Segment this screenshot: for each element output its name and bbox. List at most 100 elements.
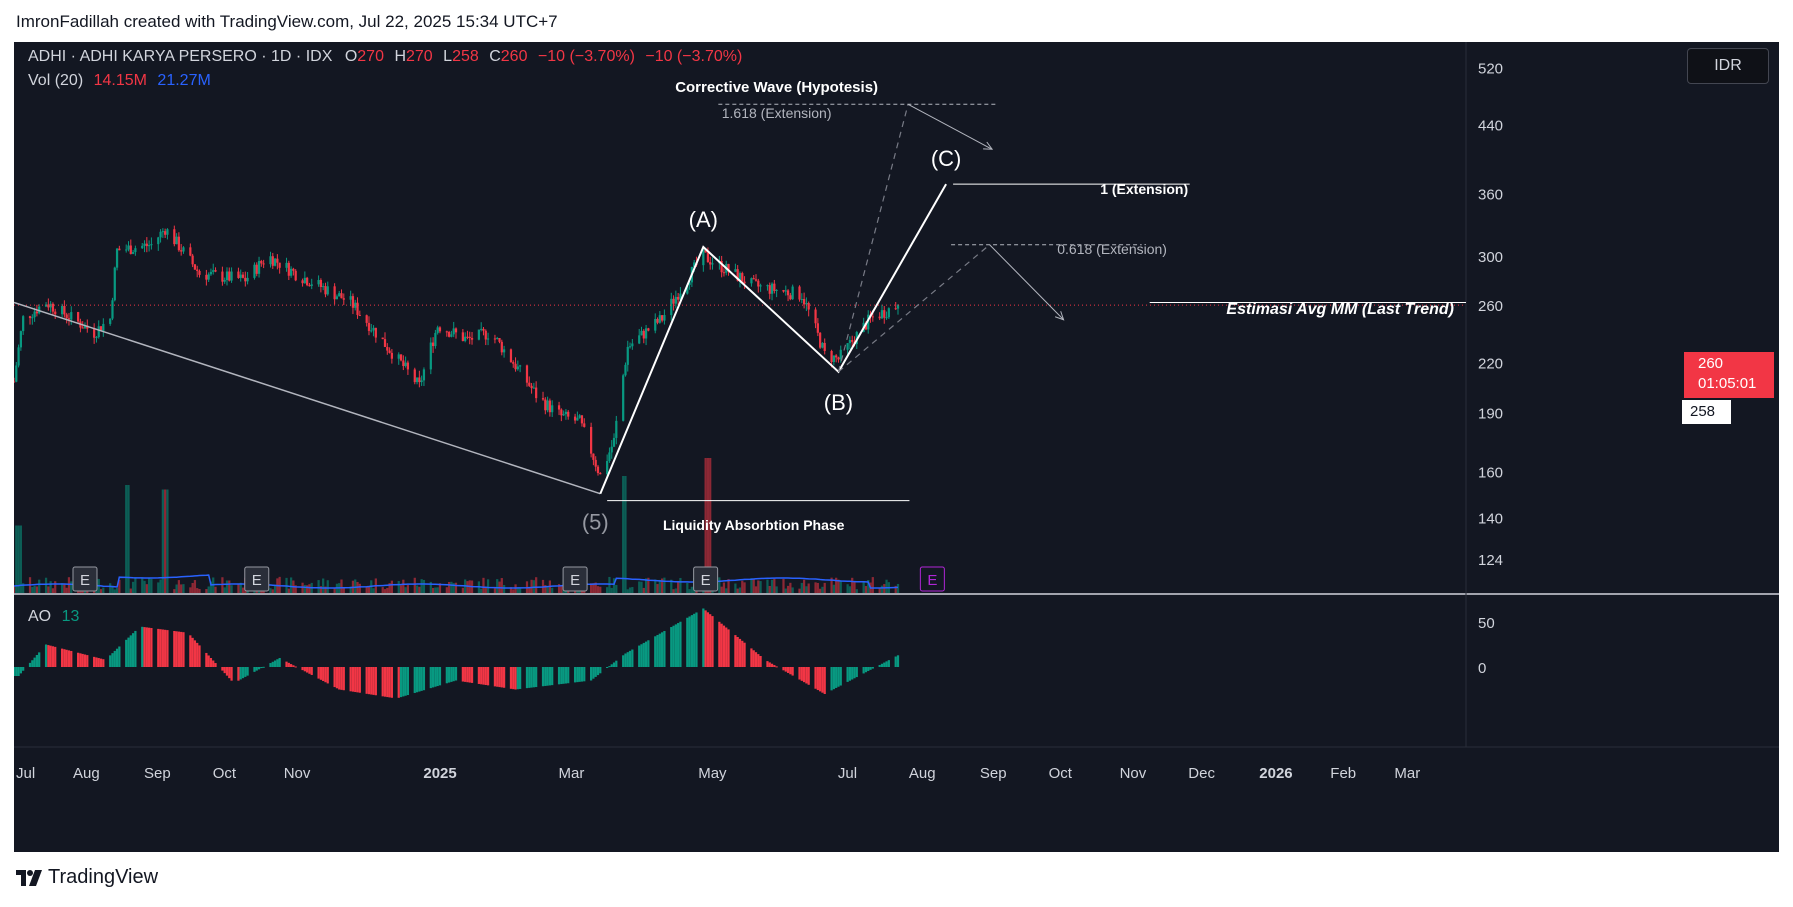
volume-bar bbox=[800, 582, 803, 593]
ao-bar bbox=[157, 628, 160, 667]
volume-bar bbox=[134, 577, 137, 593]
volume-bar bbox=[628, 587, 632, 593]
x-tick-label: Jul bbox=[838, 765, 857, 782]
ao-bar bbox=[867, 667, 870, 672]
volume-label[interactable]: Vol (20) bbox=[28, 72, 84, 89]
candle bbox=[166, 229, 169, 235]
y-tick-label: 360 bbox=[1478, 186, 1503, 203]
volume-bar bbox=[209, 581, 213, 593]
ao-bar bbox=[512, 667, 515, 690]
volume-bar bbox=[115, 588, 119, 593]
candle bbox=[679, 293, 682, 300]
candle bbox=[573, 416, 577, 421]
ao-bar bbox=[896, 655, 900, 667]
candle bbox=[374, 327, 377, 338]
x-tick-label: Oct bbox=[213, 765, 237, 782]
volume-bar bbox=[599, 586, 602, 593]
candle bbox=[864, 322, 868, 330]
volume-bar bbox=[615, 584, 618, 593]
candle bbox=[512, 362, 515, 364]
volume-bar bbox=[109, 583, 112, 593]
tradingview-logo[interactable]: TradingView bbox=[16, 866, 158, 889]
ao-bar bbox=[303, 667, 306, 672]
candle bbox=[51, 303, 55, 312]
candle bbox=[736, 269, 739, 281]
ao-bar bbox=[65, 649, 68, 667]
volume-bar bbox=[560, 585, 563, 593]
ao-label[interactable]: AO bbox=[28, 608, 52, 625]
candle bbox=[631, 343, 634, 347]
ao-bar bbox=[782, 667, 785, 671]
ao-bar bbox=[308, 667, 311, 674]
volume-bar bbox=[830, 577, 833, 593]
candle bbox=[791, 286, 794, 300]
ao-bar bbox=[832, 667, 835, 690]
candle bbox=[180, 250, 183, 252]
candle bbox=[541, 398, 545, 400]
volume-bar bbox=[544, 585, 547, 593]
volume-bar bbox=[15, 525, 18, 593]
candle bbox=[370, 330, 373, 332]
ao-bar bbox=[335, 667, 339, 689]
volume-bar bbox=[663, 577, 666, 593]
volume-bar bbox=[129, 588, 132, 593]
ao-bar bbox=[718, 621, 721, 667]
candle bbox=[127, 245, 130, 250]
ao-bar bbox=[54, 646, 57, 667]
volume-bar bbox=[878, 588, 881, 593]
candle bbox=[557, 405, 561, 410]
candle bbox=[367, 322, 371, 331]
volume-bar bbox=[727, 579, 730, 593]
annotation-text: 1.618 (Extension) bbox=[722, 105, 832, 121]
ao-bar bbox=[670, 627, 673, 667]
ao-bar bbox=[864, 667, 868, 673]
volume-bar bbox=[438, 583, 442, 593]
ao-bar bbox=[775, 666, 778, 668]
symbol-title[interactable]: ADHI · ADHI KARYA PERSERO · 1D · IDX bbox=[28, 48, 333, 65]
currency-selector[interactable]: IDR bbox=[1687, 48, 1769, 84]
volume-bar bbox=[516, 587, 519, 593]
ao-bar bbox=[306, 667, 309, 673]
candle bbox=[438, 327, 442, 332]
volume-bar bbox=[431, 587, 435, 593]
volume-bar bbox=[784, 588, 787, 593]
volume-bar bbox=[102, 587, 105, 593]
volume-bar bbox=[486, 579, 490, 593]
candle bbox=[535, 387, 538, 399]
volume-bar bbox=[660, 578, 664, 593]
ao-bar bbox=[205, 652, 208, 667]
ao-bar bbox=[404, 667, 407, 696]
candle bbox=[148, 245, 151, 247]
candle bbox=[654, 318, 657, 331]
ao-bar bbox=[557, 667, 561, 685]
ao-bar bbox=[301, 667, 304, 671]
ao-bar bbox=[383, 667, 387, 697]
volume-bar bbox=[612, 578, 616, 593]
candle bbox=[322, 286, 325, 288]
candle bbox=[273, 258, 277, 266]
volume-bar bbox=[896, 583, 900, 593]
candle bbox=[738, 273, 742, 281]
ao-bar bbox=[93, 656, 96, 667]
chart-panel[interactable]: 124 140 160 190 220 260 300 360 440 520 50 0 Jul Aug S… bbox=[14, 42, 1779, 852]
volume-bar bbox=[205, 589, 208, 593]
brand-name: TradingView bbox=[48, 866, 159, 888]
candle bbox=[514, 363, 517, 370]
candle bbox=[402, 360, 405, 367]
candle bbox=[77, 312, 80, 322]
candle bbox=[757, 280, 760, 287]
ao-bar bbox=[484, 667, 487, 685]
ao-bar bbox=[615, 660, 618, 667]
candle bbox=[173, 229, 176, 245]
ao-bar bbox=[180, 631, 183, 667]
candle bbox=[516, 366, 519, 370]
y-tick-label: 140 bbox=[1478, 510, 1503, 527]
x-tick-label: Aug bbox=[73, 765, 100, 782]
candle bbox=[594, 459, 597, 467]
x-tick-label: Dec bbox=[1188, 765, 1215, 782]
volume-bar bbox=[381, 587, 384, 593]
candle bbox=[196, 269, 199, 271]
candle bbox=[33, 311, 36, 318]
price-chart[interactable]: 124 140 160 190 220 260 300 360 440 520 50 0 Jul Aug S… bbox=[14, 42, 1779, 852]
candle bbox=[141, 245, 144, 249]
